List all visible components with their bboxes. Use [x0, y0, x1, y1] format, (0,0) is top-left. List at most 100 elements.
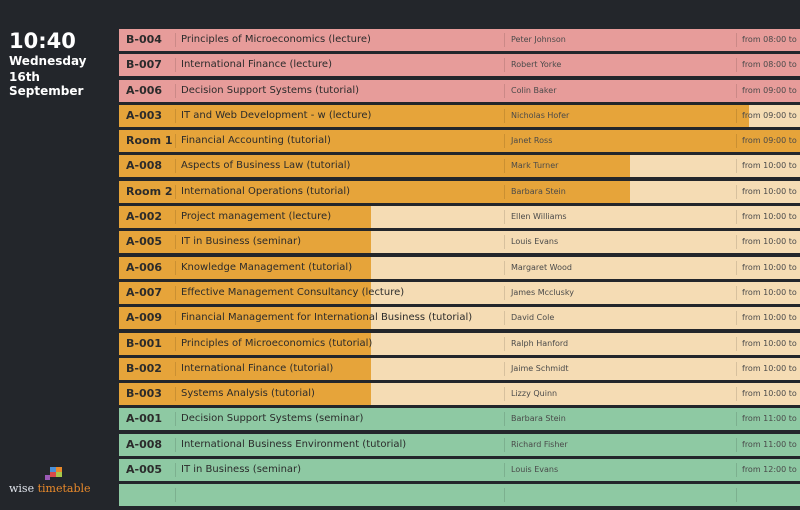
time-range: from 10:00 to 11:00 [742, 186, 800, 196]
timetable-row[interactable]: B-004 Principles of Microeconomics (lectu… [119, 29, 800, 51]
column-divider [736, 235, 737, 250]
time-range: from 10:00 to 12:00 [742, 313, 800, 323]
time-range: from 11:00 to 13:00 [742, 439, 800, 449]
teacher-name: Ellen Williams [511, 212, 567, 222]
column-divider [736, 83, 737, 98]
column-divider [736, 311, 737, 326]
column-divider [175, 235, 176, 250]
time-range: from 09:00 to 10:00 [742, 85, 800, 95]
teacher-name: Barbara Stein [511, 414, 566, 424]
time-range: from 10:00 to 12:00 [742, 212, 800, 222]
timetable-row[interactable]: B-001 Principles of Microeconomics (tutor… [119, 332, 800, 355]
column-divider [504, 235, 505, 250]
column-divider [736, 260, 737, 275]
column-divider [504, 412, 505, 427]
timetable-row[interactable]: A-008 International Business Environment … [119, 433, 800, 456]
column-divider [504, 159, 505, 174]
room-label: B-004 [126, 33, 162, 46]
timetable-logo-icon [45, 467, 62, 480]
timetable-row[interactable]: A-001 Decision Support Systems (seminar) B… [119, 408, 800, 431]
room-label: Room 1 [126, 134, 173, 148]
column-divider [504, 184, 505, 199]
room-label: A-002 [126, 210, 163, 224]
room-label: A-006 [126, 260, 163, 274]
timetable-row[interactable]: A-005 IT in Business (seminar) Louis Evans… [119, 231, 800, 254]
column-divider [175, 108, 176, 123]
progress-fill [119, 231, 371, 254]
timetable-row[interactable]: A-006 Knowledge Management (tutorial) Marg… [119, 256, 800, 279]
room-label: A-005 [126, 463, 163, 477]
column-divider [175, 387, 176, 402]
time-range: from 10:00 to 12:00 [742, 338, 800, 348]
room-label: B-007 [126, 58, 162, 72]
room-label: B-002 [126, 361, 162, 375]
timetable-row[interactable]: A-003 IT and Web Development - w (lecture… [119, 104, 800, 127]
timetable-row[interactable]: A-002 Project management (lecture) Ellen W… [119, 206, 800, 229]
column-divider [504, 58, 505, 73]
column-divider [175, 488, 176, 503]
timetable-row[interactable]: B-007 International Finance (lecture) Robe… [119, 54, 800, 77]
column-divider [504, 311, 505, 326]
column-divider [736, 463, 737, 478]
room-label: B-003 [126, 387, 162, 401]
progress-fill [119, 130, 800, 153]
room-label: A-005 [126, 235, 163, 249]
timetable-row[interactable]: A-008 Aspects of Business Law (tutorial) M… [119, 155, 800, 178]
logo-text-wise: wise [9, 482, 38, 495]
column-divider [504, 285, 505, 300]
column-divider [504, 83, 505, 98]
column-divider [504, 108, 505, 123]
course-name: Aspects of Business Law (tutorial) [181, 160, 351, 172]
timetable-row[interactable] [119, 484, 800, 507]
column-divider [504, 260, 505, 275]
teacher-name: Mark Turner [511, 161, 559, 171]
column-divider [736, 33, 737, 47]
teacher-name: Robert Yorke [511, 60, 562, 70]
progress-fill [119, 180, 630, 203]
room-label: Room 2 [126, 184, 173, 198]
time-range: from 10:00 to 12:00 [742, 363, 800, 373]
teacher-name: Lizzy Quinn [511, 389, 558, 399]
progress-fill [119, 357, 371, 380]
progress-fill [119, 256, 371, 279]
room-label: A-008 [126, 437, 163, 451]
column-divider [504, 437, 505, 452]
timetable-row[interactable]: A-009 Financial Management for Internatio… [119, 307, 800, 330]
column-divider [175, 437, 176, 452]
clock-date: 16th September [9, 70, 84, 98]
timetable-row[interactable]: A-006 Decision Support Systems (tutorial)… [119, 79, 800, 102]
room-label: B-001 [126, 336, 162, 350]
course-name: Knowledge Management (tutorial) [181, 261, 353, 273]
room-label: A-007 [126, 285, 163, 299]
column-divider [175, 412, 176, 427]
course-name: Financial Management for International B… [181, 312, 473, 324]
timetable-row[interactable]: B-003 Systems Analysis (tutorial) Lizzy Qu… [119, 383, 800, 406]
timetable-row[interactable]: A-005 IT in Business (seminar) Louis Evans… [119, 459, 800, 482]
timetable-row[interactable]: Room 2 International Operations (tutorial… [119, 180, 800, 203]
time-range: from 08:00 to 10:00 [742, 60, 800, 70]
teacher-name: Janet Ross [511, 136, 553, 146]
time-range: from 10:00 to 12:00 [742, 287, 800, 297]
timetable-row[interactable]: B-002 International Finance (tutorial) Jai… [119, 357, 800, 380]
course-name: IT in Business (seminar) [181, 464, 302, 476]
column-divider [736, 58, 737, 73]
column-divider [175, 33, 176, 47]
teacher-name: Barbara Stein [511, 186, 566, 196]
timetable-row[interactable]: A-007 Effective Management Consultancy (l… [119, 281, 800, 304]
column-divider [175, 463, 176, 478]
column-divider [175, 311, 176, 326]
time-range: from 08:00 to 10:00 [742, 35, 800, 44]
column-divider [736, 437, 737, 452]
timetable-row[interactable]: Room 1 Financial Accounting (tutorial) Jan… [119, 130, 800, 153]
course-name: Systems Analysis (tutorial) [181, 388, 315, 400]
teacher-name: Richard Fisher [511, 439, 568, 449]
time-range: from 10:00 to 12:00 [742, 389, 800, 399]
teacher-name: Nicholas Hofer [511, 110, 570, 120]
course-name: Principles of Microeconomics (lecture) [181, 34, 371, 45]
column-divider [736, 361, 737, 376]
timetable-list: B-004 Principles of Microeconomics (lectu… [119, 29, 800, 510]
column-divider [175, 184, 176, 199]
column-divider [175, 83, 176, 98]
course-name: International Finance (lecture) [181, 59, 332, 71]
column-divider [175, 361, 176, 376]
